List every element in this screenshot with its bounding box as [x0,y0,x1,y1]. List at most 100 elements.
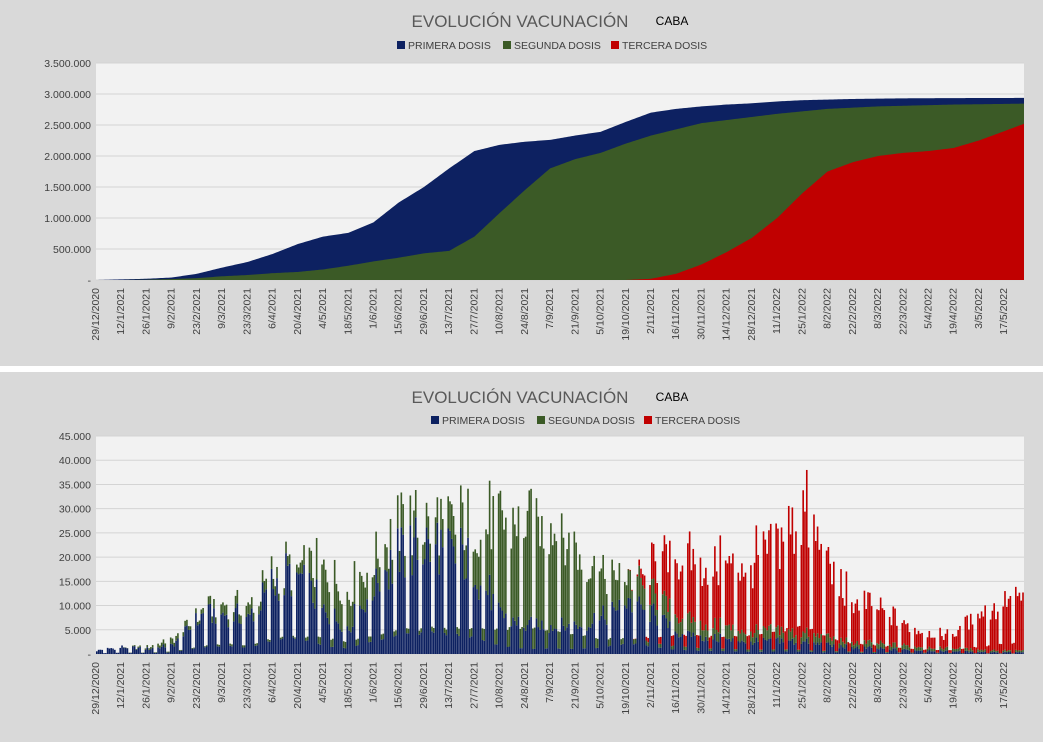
bar-segunda [563,538,565,626]
x-tick-label: 22/3/2022 [897,662,909,709]
bar-segunda [447,496,449,528]
bar-primera [100,650,102,654]
bar-segunda [795,635,797,643]
bar-primera [417,560,419,654]
bar-segunda [990,651,992,653]
x-tick-label: 20/4/2021 [292,662,304,709]
bar-primera [822,652,824,654]
x-tick-label: 23/3/2021 [241,288,253,335]
bar-segunda [136,649,138,650]
bar-segunda [345,642,347,649]
bar-primera [869,646,871,654]
x-tick-label: 28/12/2021 [746,288,758,341]
x-tick-label: 23/2/2021 [191,288,203,335]
bar-tercera [865,609,867,644]
bar-segunda [390,519,392,550]
bar-primera [413,538,415,655]
bar-primera [206,647,208,654]
bar-segunda [339,601,341,630]
bar-primera [936,653,938,654]
bar-primera [847,653,849,654]
x-tick-label: 8/2/2022 [822,288,834,329]
bar-tercera [694,564,696,622]
bar-segunda [271,556,273,569]
bar-primera [992,652,994,654]
bar-segunda [307,637,309,641]
bar-primera [532,649,534,654]
bar-segunda [811,651,813,652]
bar-segunda [157,644,159,648]
bar-segunda [1020,651,1022,653]
bar-primera [127,648,129,654]
bar-primera [114,650,116,654]
bar-tercera [768,530,770,626]
bar-segunda [482,628,484,640]
bar-segunda [579,554,581,626]
bar-primera [494,645,496,654]
bar-segunda [155,652,157,653]
bar-segunda [947,647,949,651]
bar-primera [469,638,471,654]
bar-primera [420,632,422,654]
y-tick-label: 1.000.000 [44,213,91,225]
bar-segunda [386,547,388,571]
bar-segunda [287,556,289,566]
legend-swatch-segunda [537,416,545,424]
bar-primera [446,635,448,654]
bar-primera [808,644,810,654]
bar-segunda [584,635,586,648]
bar-tercera [662,551,664,594]
bar-segunda [426,503,428,528]
bar-segunda [328,592,330,624]
bar-primera [620,645,622,654]
bar-segunda [276,567,278,578]
bar-segunda [694,622,696,636]
bar-segunda [981,650,983,652]
bar-segunda [581,570,583,628]
bar-primera [228,627,230,654]
bar-segunda [894,642,896,648]
bar-primera [739,642,741,654]
bar-tercera [995,619,997,651]
bar-primera [792,639,794,654]
bar-primera [404,577,406,654]
daily-chart-panel: EVOLUCIÓN VACUNACIÓN CABA PRIMERA DOSIS … [0,372,1043,742]
bar-primera [348,631,350,654]
bar-primera [795,643,797,654]
bar-segunda [727,625,729,639]
bar-primera [437,523,439,654]
bar-segunda [274,586,276,595]
bar-tercera [912,649,914,653]
bar-segunda [565,565,567,630]
bar-segunda [752,637,754,645]
bar-tercera [739,581,741,634]
bar-tercera [939,628,941,647]
bar-tercera [676,563,678,618]
bar-primera [148,650,150,654]
bar-segunda [552,545,554,631]
bar-tercera [925,650,927,653]
bar-tercera [656,583,658,610]
bar-segunda [424,542,426,559]
bar-segunda [790,632,792,641]
bar-segunda [518,506,520,616]
bar-tercera [698,636,700,648]
bar-primera [647,646,649,654]
bar-primera [730,641,732,654]
bar-tercera [732,553,734,624]
bar-segunda [882,643,884,648]
bar-segunda [145,648,147,649]
bar-segunda [718,632,720,642]
bar-segunda [781,627,783,638]
y-tick-label: - [88,649,92,661]
bar-primera [754,643,756,654]
bar-segunda [615,580,617,611]
bar-segunda [554,534,556,629]
bar-segunda [1010,650,1012,652]
bar-tercera [647,638,649,642]
bar-primera [806,638,808,654]
bar-primera [276,578,278,654]
bar-segunda [750,632,752,642]
bar-segunda [802,632,804,642]
bar-segunda [586,582,588,631]
